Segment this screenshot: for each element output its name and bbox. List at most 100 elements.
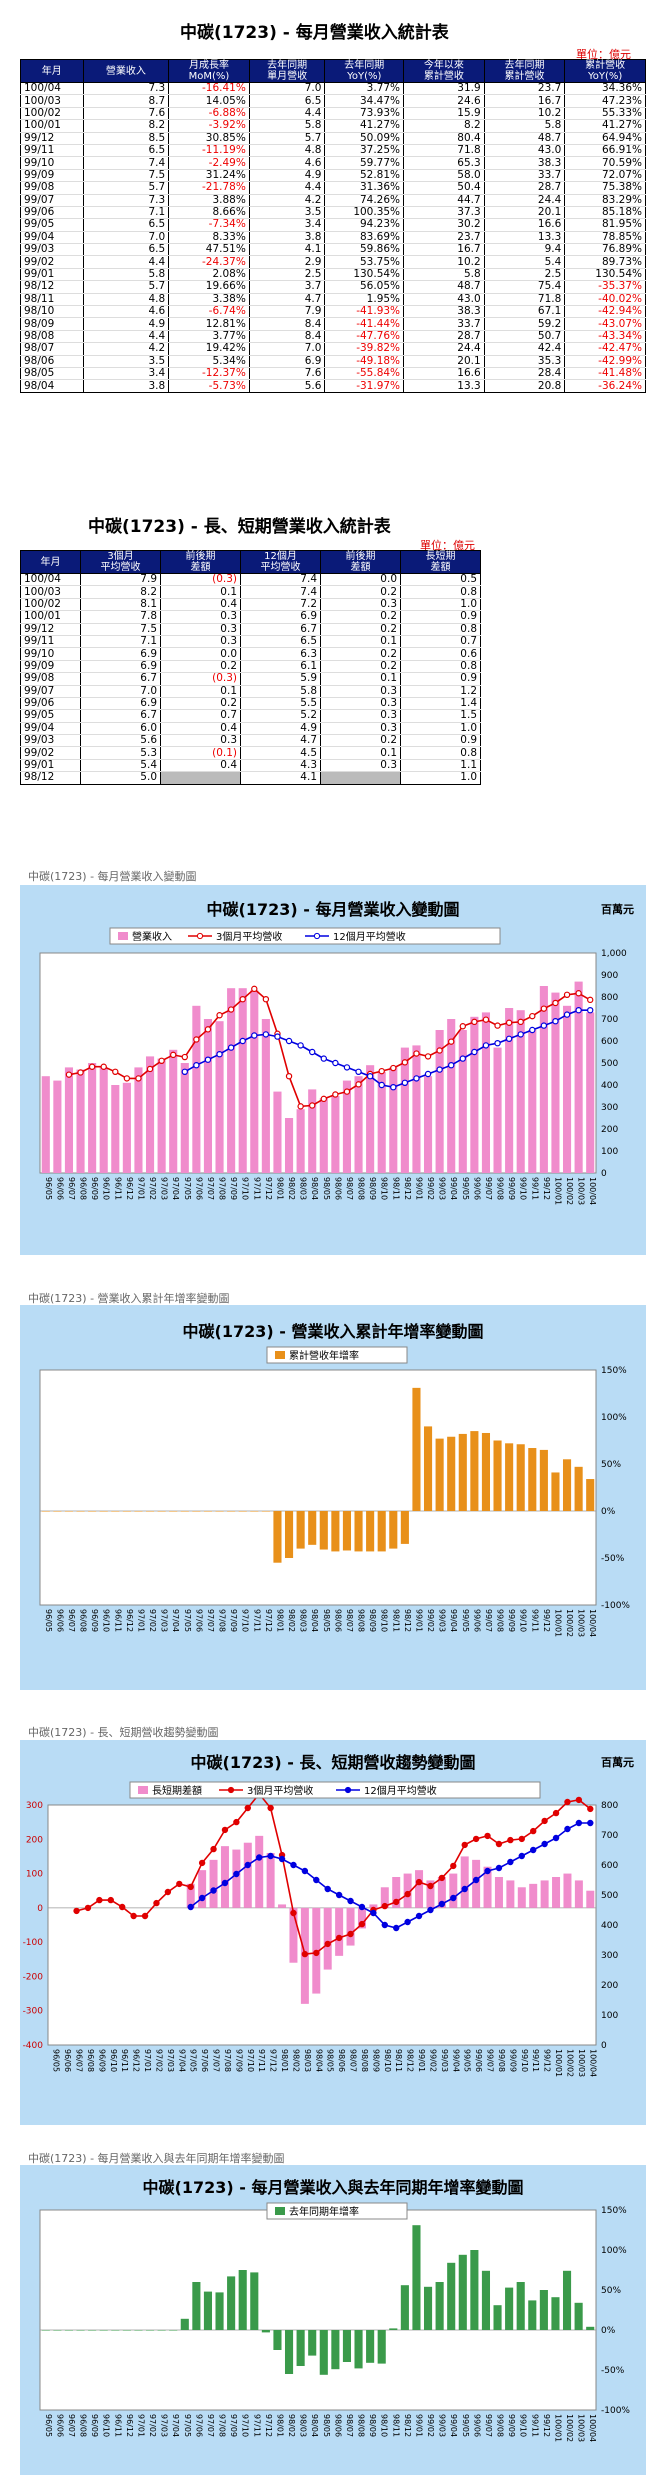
line-point (530, 1846, 537, 1854)
table-cell: 5.6 (248, 379, 326, 393)
line-point (552, 999, 559, 1007)
line-point (355, 1081, 362, 1088)
table-cell: 0.2 (320, 623, 401, 636)
table-cell: 83.29% (564, 194, 646, 207)
bar (261, 1019, 270, 1173)
bar (238, 1511, 247, 1512)
bar (215, 2292, 224, 2330)
y-tick-right: 700 (601, 1831, 618, 1841)
x-tick-label: 99/02 (428, 2049, 437, 2072)
x-tick-label: 99/05 (463, 2049, 472, 2072)
x-tick-label: 96/09 (90, 1177, 99, 1200)
bar (111, 2330, 120, 2331)
bar (169, 2330, 178, 2331)
bar (354, 2330, 363, 2369)
table-cell: 4.1 (248, 243, 326, 257)
x-tick-label: 100/01 (554, 2049, 563, 2077)
line-point (401, 1079, 409, 1086)
bar (435, 1030, 444, 1173)
table-cell: 48.7 (403, 280, 485, 294)
legend-label: 12個月平均營收 (333, 930, 406, 943)
table-cell: 47.51% (168, 243, 250, 257)
x-tick-label: 97/10 (241, 1609, 250, 1632)
line-point (381, 1921, 388, 1929)
col-header: 前後期 差額 (320, 550, 401, 574)
line-point (436, 1066, 443, 1073)
table-cell: 5.7 (248, 132, 326, 145)
line-point (193, 1061, 200, 1069)
table-cell: 3.5 (248, 206, 326, 220)
line-point (529, 1012, 536, 1020)
table-row: 99/05 6.5 -7.34% 3.4 94.23% 30.2 16.6 81.95% (20, 218, 646, 232)
bar (289, 1907, 298, 1963)
y-tick-right: -50% (601, 1554, 625, 1564)
bar (64, 1511, 74, 1512)
table-cell: 98/12 (20, 771, 81, 785)
table-cell: 15.9 (403, 107, 485, 121)
table-cell: 10.2 (403, 255, 485, 269)
table-cell: 38.3 (403, 305, 485, 319)
x-tick-label: 99/01 (414, 1177, 423, 1200)
table-cell: 6.9 (240, 610, 321, 624)
x-tick-label: 97/01 (136, 1609, 145, 1632)
bar (157, 1058, 166, 1173)
x-tick-label: 98/07 (345, 1609, 354, 1632)
table-cell: -40.02% (564, 293, 646, 307)
y-tick-right: 0 (601, 2041, 607, 2051)
table-cell: 0.3 (320, 759, 401, 773)
bar (227, 988, 236, 1173)
table-row: 98/05 3.4 -12.37% 7.6 -55.84% 16.6 28.4 -41.48% (20, 367, 646, 381)
table-cell: 98/08 (20, 330, 84, 344)
x-tick-label: 99/09 (507, 1177, 516, 1200)
bar (192, 1005, 201, 1173)
x-tick-label: 98/07 (349, 2049, 358, 2072)
x-tick-label: 96/05 (52, 2049, 61, 2072)
table-cell: -47.76% (324, 330, 405, 344)
line-point (65, 1071, 73, 1078)
bar (481, 1432, 491, 1511)
table-cell: 8.2 (403, 119, 485, 133)
table-cell: 5.2 (240, 709, 321, 723)
table-cell: 99/09 (20, 660, 81, 674)
x-tick-label: 96/09 (90, 2414, 99, 2437)
bar (517, 1887, 526, 1908)
table-cell: 98/05 (20, 367, 84, 381)
bar (389, 1067, 398, 1173)
x-tick-label: 99/03 (440, 2049, 449, 2072)
bar (366, 1511, 375, 1552)
line-point (518, 1835, 525, 1843)
bar (426, 1880, 435, 1908)
bar (423, 1076, 433, 1173)
table1-title: 中碳(1723) - 每月營業收入統計表 (180, 23, 449, 43)
line-point (119, 1903, 126, 1911)
x-tick-label: 96/05 (44, 1177, 53, 1200)
line-point (198, 1859, 206, 1867)
table-cell: 0.3 (320, 685, 401, 698)
table-cell: 98/04 (20, 379, 84, 393)
bar (296, 1109, 305, 1173)
x-tick-label: 98/01 (275, 1177, 284, 1200)
x-tick-label: 98/09 (368, 1609, 377, 1632)
x-tick-label: 97/09 (229, 2414, 238, 2437)
table-cell: 2.08% (168, 268, 250, 282)
bar (357, 1907, 366, 1929)
col-header: 去年同期 累計營收 (483, 59, 566, 83)
y-tick-left: 200 (26, 1835, 43, 1845)
line-point (540, 1005, 548, 1012)
table-cell: 13.3 (483, 231, 566, 245)
table-cell: 98/10 (20, 305, 84, 319)
x-tick-label: 99/12 (542, 2414, 551, 2437)
x-tick-label: 97/07 (206, 2414, 215, 2437)
line-point (84, 1904, 92, 1912)
x-tick-label: 98/08 (357, 1609, 366, 1632)
line-point (244, 1861, 251, 1869)
line-point (135, 1075, 142, 1082)
table-cell: -43.34% (564, 330, 646, 344)
x-tick-label: 96/05 (44, 1609, 53, 1632)
table-cell: 7.4 (82, 156, 170, 170)
x-tick-label: 97/08 (223, 2049, 232, 2072)
bar (319, 1511, 328, 1550)
table-cell: 6.5 (82, 218, 170, 232)
table-cell: 85.18% (564, 206, 646, 220)
bar (53, 1511, 62, 1512)
